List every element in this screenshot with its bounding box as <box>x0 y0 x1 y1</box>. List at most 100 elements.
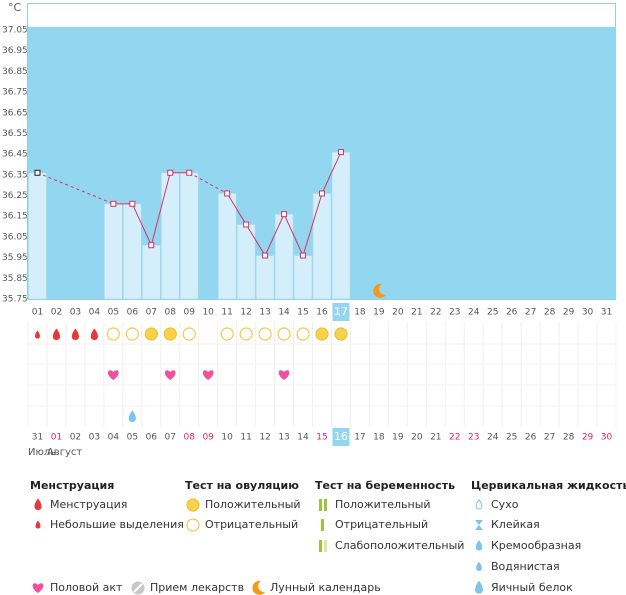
temperature-point <box>281 211 288 218</box>
bar <box>217 193 237 300</box>
ovulation-test-icon <box>296 327 310 341</box>
bar <box>142 244 161 300</box>
date-label: 26 <box>525 433 537 443</box>
day-label: 11 <box>221 308 232 318</box>
day-label: 19 <box>373 308 385 318</box>
legend-icon <box>186 518 200 532</box>
ovulation-test-icon <box>182 327 196 341</box>
legend-title: Цервикальная жидкость <box>471 479 626 492</box>
bar <box>160 172 180 300</box>
temperature-line <box>264 213 285 256</box>
y-tick-label: 37.05 <box>2 26 28 36</box>
menstruation-icon <box>90 328 98 340</box>
date-label: 01 <box>51 433 62 443</box>
date-label: 20 <box>411 433 423 443</box>
moon-icon <box>373 283 386 298</box>
bar <box>331 151 351 300</box>
temperature-line <box>321 151 342 194</box>
date-label: 10 <box>221 433 233 443</box>
today-highlight <box>332 428 350 446</box>
date-label: 23 <box>468 433 479 443</box>
temperature-line <box>226 193 247 225</box>
temperature-line <box>302 193 323 256</box>
date-label: 29 <box>582 433 594 443</box>
date-label: 18 <box>373 433 385 443</box>
intercourse-icon <box>202 370 214 380</box>
ovulation-test-icon <box>106 327 120 341</box>
day-label: 01 <box>32 308 43 318</box>
legend-label: Лунный календарь <box>270 581 381 594</box>
day-label: 02 <box>51 308 62 318</box>
cervical-fluid-icon <box>128 410 136 422</box>
day-label: 05 <box>108 308 119 318</box>
day-label: 06 <box>127 308 139 318</box>
ovulation-test-icon <box>220 327 234 341</box>
day-label: 16 <box>316 308 328 318</box>
ovulation-test-icon <box>258 327 272 341</box>
legend-icon <box>32 583 44 593</box>
y-tick-label: 36.65 <box>2 108 28 118</box>
legend-icon <box>252 580 265 595</box>
legend-label: Положительный <box>335 498 431 511</box>
y-tick-label: 35.85 <box>2 274 28 284</box>
legend-label: Прием лекарств <box>150 581 244 594</box>
day-label: 31 <box>601 308 612 318</box>
y-tick-label: 36.55 <box>2 129 28 139</box>
legend-icon <box>34 498 42 510</box>
legend-label: Отрицательный <box>205 518 298 531</box>
temperature-line <box>37 172 114 205</box>
day-label: 09 <box>183 308 195 318</box>
y-tick-label: 36.25 <box>2 191 28 201</box>
ovulation-test-icon <box>277 327 291 341</box>
day-label: 10 <box>202 308 214 318</box>
legend-icon <box>324 499 327 511</box>
ovulation-test-icon <box>163 327 177 341</box>
temperature-point <box>300 252 307 259</box>
intercourse-icon <box>278 370 290 380</box>
legend-label: Небольшие выделения <box>50 518 184 531</box>
date-label: 03 <box>89 433 100 443</box>
date-label: 22 <box>449 433 460 443</box>
menstruation-icon <box>52 328 61 340</box>
day-label: 15 <box>297 308 308 318</box>
day-label: 12 <box>240 308 251 318</box>
legend-label: Отрицательный <box>335 518 428 531</box>
day-label: 17 <box>334 305 348 318</box>
day-label: 14 <box>278 308 290 318</box>
date-label: 30 <box>601 433 613 443</box>
y-tick-label: 35.75 <box>2 295 28 305</box>
y-axis-label: °C <box>8 1 22 14</box>
legend-icon <box>321 519 324 531</box>
legend-title: Тест на беременность <box>315 479 455 492</box>
month-label: Август <box>47 447 82 458</box>
bar <box>179 172 199 300</box>
day-label: 27 <box>525 308 536 318</box>
month-label: Июль <box>28 447 56 458</box>
menstruation-icon <box>71 328 79 340</box>
bar <box>28 172 47 300</box>
day-label: 23 <box>449 308 460 318</box>
day-label: 20 <box>392 308 404 318</box>
day-label: 30 <box>582 308 594 318</box>
legend-label: Менструация <box>50 498 127 511</box>
legend-label: Клейкая <box>491 518 540 531</box>
legend-icon <box>475 499 483 510</box>
legend-label: Положительный <box>205 498 301 511</box>
legend-label: Половой акт <box>50 581 123 594</box>
date-label: 13 <box>278 433 289 443</box>
temperature-point <box>148 242 155 249</box>
menstruation-icon <box>34 330 40 339</box>
ovulation-test-icon <box>334 327 348 341</box>
temperature-line <box>131 203 152 246</box>
date-label: 14 <box>297 433 309 443</box>
day-label: 07 <box>146 308 157 318</box>
legend-icon <box>475 580 483 594</box>
legend-label: Яичный белок <box>491 581 573 594</box>
legend-title: Менструация <box>30 479 114 492</box>
bar <box>255 255 275 300</box>
legend-icon <box>133 583 143 593</box>
date-label: 02 <box>70 433 81 443</box>
date-label: 24 <box>487 433 499 443</box>
legend-icon <box>35 520 41 529</box>
